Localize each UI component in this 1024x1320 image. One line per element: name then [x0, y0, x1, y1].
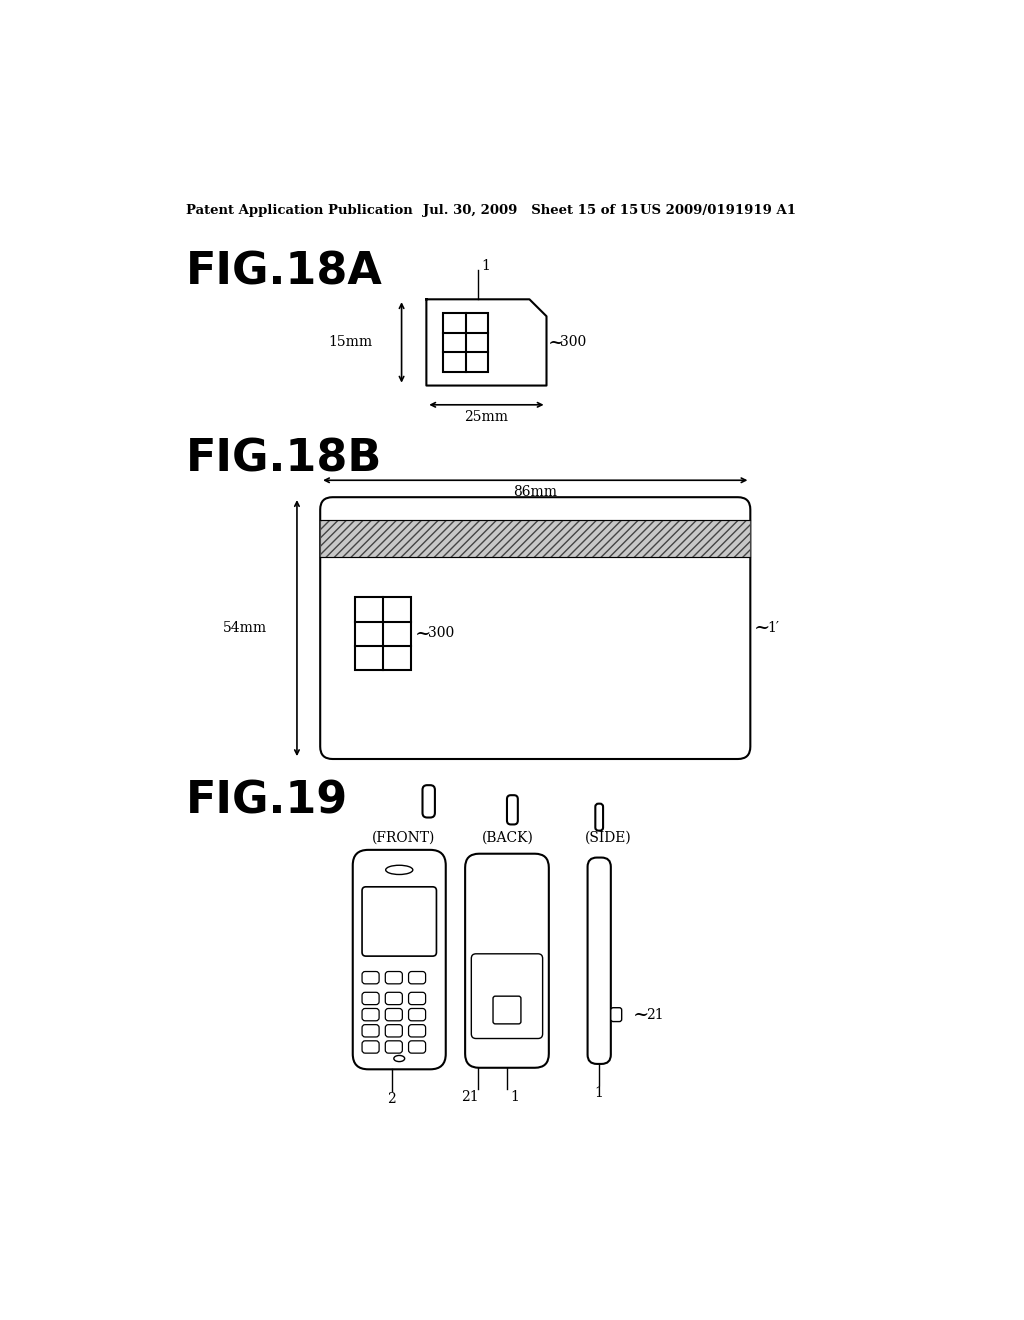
Text: (SIDE): (SIDE) [585, 830, 632, 845]
Text: Patent Application Publication: Patent Application Publication [186, 205, 413, 218]
FancyBboxPatch shape [352, 850, 445, 1069]
Text: 1: 1 [595, 1086, 603, 1100]
FancyBboxPatch shape [362, 972, 379, 983]
FancyBboxPatch shape [409, 993, 426, 1005]
Text: 1: 1 [481, 259, 490, 273]
FancyBboxPatch shape [362, 1040, 379, 1053]
FancyBboxPatch shape [409, 1040, 426, 1053]
FancyBboxPatch shape [321, 498, 751, 759]
Ellipse shape [394, 1056, 404, 1061]
FancyBboxPatch shape [409, 1008, 426, 1020]
FancyBboxPatch shape [409, 972, 426, 983]
Text: 21: 21 [646, 1007, 665, 1022]
Text: 300: 300 [560, 335, 587, 350]
FancyBboxPatch shape [471, 954, 543, 1039]
FancyBboxPatch shape [423, 785, 435, 817]
FancyBboxPatch shape [362, 1008, 379, 1020]
Polygon shape [426, 300, 547, 385]
FancyBboxPatch shape [595, 804, 603, 830]
Ellipse shape [386, 866, 413, 875]
FancyBboxPatch shape [385, 993, 402, 1005]
FancyBboxPatch shape [611, 1007, 622, 1022]
Text: US 2009/0191919 A1: US 2009/0191919 A1 [640, 205, 796, 218]
Text: 54mm: 54mm [223, 622, 267, 635]
Text: FIG.18A: FIG.18A [186, 251, 383, 294]
FancyBboxPatch shape [409, 1024, 426, 1038]
Text: FIG.19: FIG.19 [186, 780, 348, 822]
FancyBboxPatch shape [465, 854, 549, 1068]
Text: 2: 2 [387, 1092, 396, 1106]
FancyBboxPatch shape [362, 887, 436, 956]
FancyBboxPatch shape [385, 972, 402, 983]
Bar [355, 597, 411, 671]
FancyBboxPatch shape [385, 1008, 402, 1020]
Text: 1′: 1′ [767, 622, 779, 635]
Text: 86mm: 86mm [513, 484, 557, 499]
Text: ~: ~ [755, 619, 771, 638]
FancyBboxPatch shape [493, 997, 521, 1024]
Text: (FRONT): (FRONT) [372, 830, 435, 845]
FancyBboxPatch shape [507, 795, 518, 825]
Bar [443, 313, 488, 372]
FancyBboxPatch shape [385, 1040, 402, 1053]
Text: 1: 1 [510, 1090, 519, 1104]
Bar [321, 520, 751, 557]
FancyBboxPatch shape [362, 1024, 379, 1038]
Text: ~: ~ [633, 1006, 649, 1023]
Text: (BACK): (BACK) [482, 830, 534, 845]
Text: FIG.18B: FIG.18B [186, 437, 383, 480]
Text: ~: ~ [548, 334, 564, 351]
Text: 25mm: 25mm [464, 411, 508, 424]
Text: 15mm: 15mm [328, 335, 372, 350]
Text: 300: 300 [428, 627, 455, 640]
Text: 21: 21 [461, 1090, 478, 1104]
Text: ~: ~ [415, 624, 431, 643]
Text: Jul. 30, 2009   Sheet 15 of 15: Jul. 30, 2009 Sheet 15 of 15 [423, 205, 638, 218]
FancyBboxPatch shape [588, 858, 611, 1064]
Bar [321, 520, 751, 557]
FancyBboxPatch shape [385, 1024, 402, 1038]
FancyBboxPatch shape [362, 993, 379, 1005]
